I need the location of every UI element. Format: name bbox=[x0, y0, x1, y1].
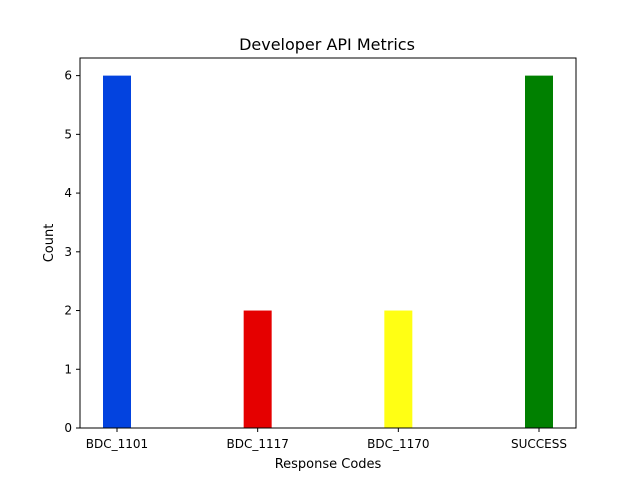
x-axis-ticks: BDC_1101 BDC_1117 BDC_1170 SUCCESS bbox=[86, 428, 567, 451]
bar-bdc-1117 bbox=[243, 310, 272, 428]
y-tick-label: 5 bbox=[64, 127, 72, 141]
y-tick-label: 3 bbox=[64, 245, 72, 259]
bar-success bbox=[525, 75, 553, 428]
y-axis-ticks: 0 1 2 3 4 5 6 bbox=[64, 69, 80, 435]
y-axis-label: Count bbox=[42, 224, 57, 263]
x-tick-label: BDC_1101 bbox=[86, 437, 148, 451]
plot-frame bbox=[79, 57, 577, 429]
x-axis-label: Response Codes bbox=[275, 457, 382, 472]
y-tick-label: 6 bbox=[64, 69, 72, 83]
chart-title: Developer API Metrics bbox=[239, 35, 415, 54]
bar-bdc-1170 bbox=[384, 310, 413, 428]
bars-group bbox=[103, 75, 553, 428]
y-tick-label: 0 bbox=[64, 421, 72, 435]
y-tick-label: 4 bbox=[64, 186, 72, 200]
x-tick-label: BDC_1117 bbox=[226, 437, 288, 451]
y-tick-label: 2 bbox=[64, 304, 72, 318]
y-tick-label: 1 bbox=[64, 362, 72, 376]
bar-bdc-1101 bbox=[103, 75, 131, 428]
x-tick-label: SUCCESS bbox=[511, 437, 567, 451]
x-tick-label: BDC_1170 bbox=[367, 437, 429, 451]
